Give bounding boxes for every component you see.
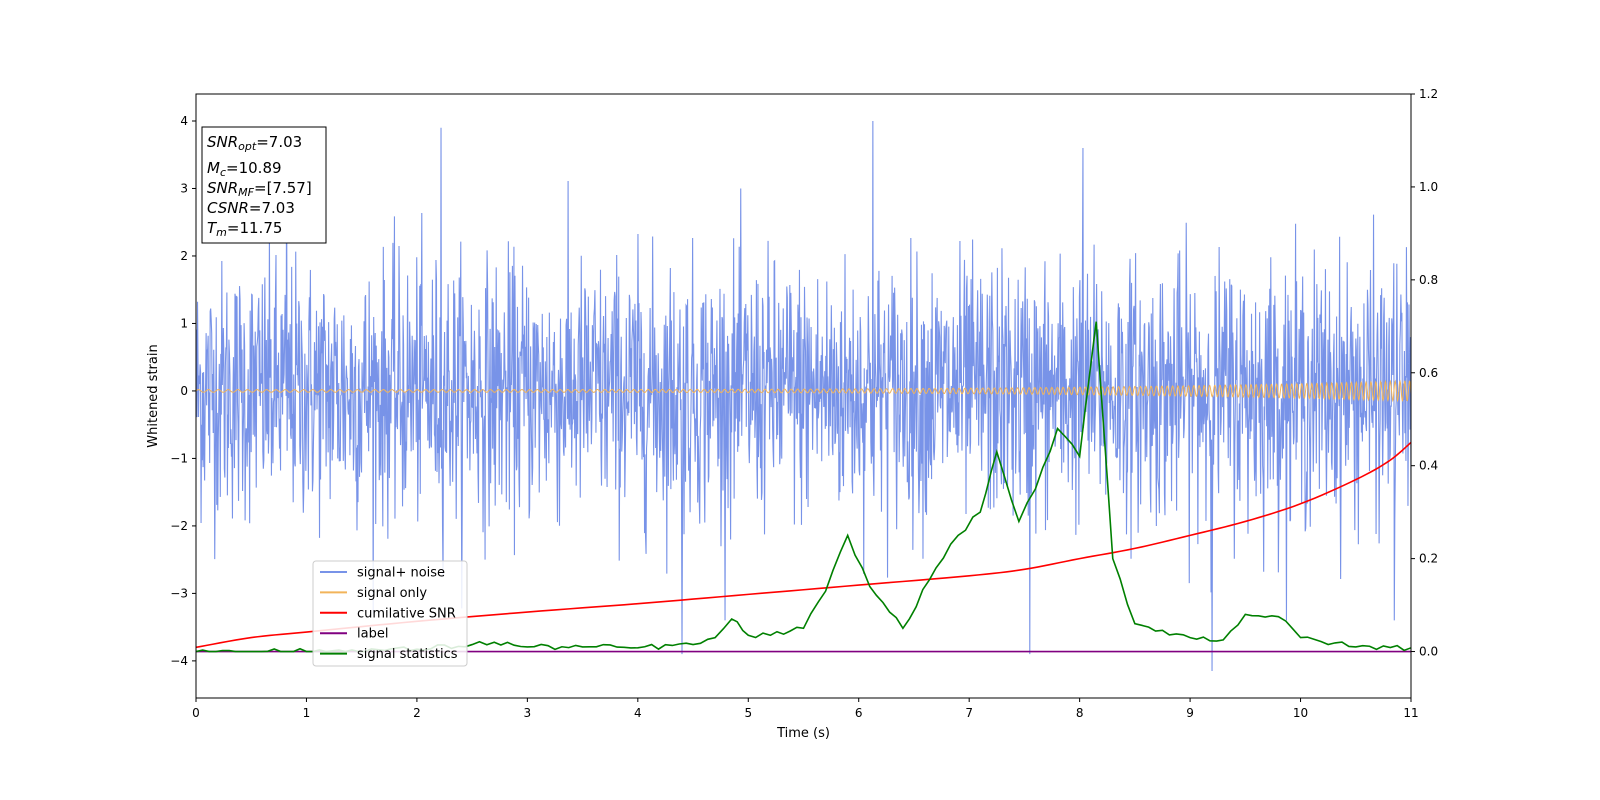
legend: signal+ noise signal only cumilative SNR la… — [312, 560, 468, 667]
y-tick-label: 0 — [180, 384, 188, 398]
series-signal-only — [196, 379, 1411, 403]
x-tick-label: 3 — [524, 706, 532, 720]
x-axis: 0 1 2 3 4 5 6 7 8 9 10 11 — [192, 698, 1419, 720]
y-tick-label: 3 — [180, 181, 188, 195]
x-tick-label: 7 — [965, 706, 973, 720]
y-axis-left: 4 3 2 1 0 −1 −2 −3 −4 — [170, 114, 196, 668]
x-tick-label: 2 — [413, 706, 421, 720]
y2-tick-label: 0.8 — [1419, 273, 1438, 287]
y2-tick-label: 0.2 — [1419, 552, 1438, 566]
stats-line: SNRopt=7.03 — [207, 133, 302, 153]
y-tick-label: 2 — [180, 249, 188, 263]
y-tick-label: −3 — [170, 586, 188, 600]
y-tick-label: −2 — [170, 519, 188, 533]
x-tick-label: 9 — [1186, 706, 1194, 720]
x-tick-label: 4 — [634, 706, 642, 720]
y2-tick-label: 0.4 — [1419, 459, 1438, 473]
x-tick-label: 8 — [1076, 706, 1084, 720]
y-tick-label: 1 — [180, 316, 188, 330]
x-tick-label: 5 — [744, 706, 752, 720]
y2-tick-label: 0.0 — [1419, 645, 1438, 659]
x-tick-label: 11 — [1403, 706, 1418, 720]
x-axis-label: Time (s) — [776, 726, 830, 741]
legend-label: signal+ noise — [357, 566, 445, 581]
legend-label: cumilative SNR — [357, 606, 456, 621]
x-tick-label: 6 — [855, 706, 863, 720]
y2-tick-label: 1.2 — [1419, 87, 1438, 101]
y2-tick-label: 0.6 — [1419, 366, 1438, 380]
series-signal-noise — [196, 120, 1411, 672]
legend-label: signal statistics — [357, 647, 458, 662]
stats-box: SNRopt=7.03 Mc=10.89SNRMF=[7.57]CSNR=7.03… — [201, 126, 327, 244]
y-tick-label: −4 — [170, 654, 188, 668]
x-tick-label: 0 — [192, 706, 200, 720]
y-tick-label: 4 — [180, 114, 188, 128]
y2-tick-label: 1.0 — [1419, 180, 1438, 194]
stats-line: CSNR=7.03 — [207, 199, 295, 217]
legend-frame — [312, 560, 468, 667]
stats-line: Mc=10.89 — [207, 159, 282, 179]
stats-line: SNRMF=[7.57] — [207, 179, 312, 199]
x-tick-label: 1 — [303, 706, 311, 720]
plot-frame — [195, 93, 1412, 699]
legend-label: signal only — [357, 586, 427, 601]
y-tick-label: −1 — [170, 451, 188, 465]
y-axis-right: 1.2 1.0 0.8 0.6 0.4 0.2 0.0 — [1411, 87, 1438, 659]
y-axis-label: Whitened strain — [146, 344, 161, 447]
stats-line: Tm=11.75 — [207, 219, 282, 239]
x-tick-label: 10 — [1293, 706, 1308, 720]
legend-label: label — [357, 627, 388, 642]
stats-box-frame — [201, 126, 327, 244]
